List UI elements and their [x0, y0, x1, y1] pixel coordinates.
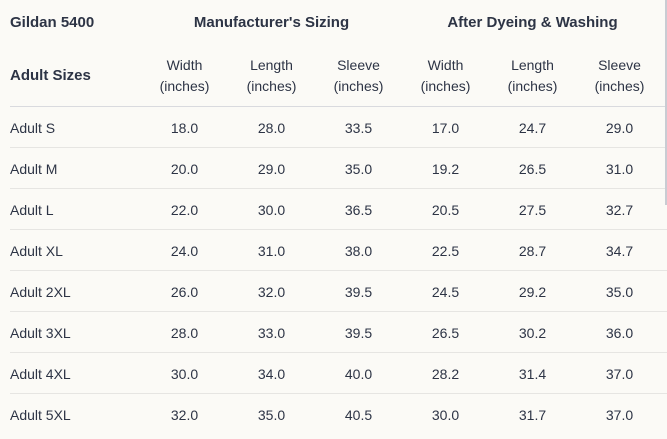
cell-value: 37.0	[605, 406, 634, 423]
cell-value: 32.0	[170, 406, 199, 423]
table-row: Adult M 20.0 29.0 35.0 19.2 26.5 31.0	[0, 148, 667, 189]
table-header: Gildan 5400 Manufacturer's Sizing After …	[0, 0, 667, 107]
column-header-line2: (inches)	[333, 77, 384, 94]
row-label: Adult S	[10, 119, 56, 136]
column-header-line1: Length	[250, 56, 293, 73]
row-label: Adult XL	[10, 242, 63, 259]
row-label: Adult 2XL	[10, 283, 71, 300]
table-row: Adult XL 24.0 31.0 38.0 22.5 28.7 34.7	[0, 230, 667, 271]
column-group-after-dyeing: After Dyeing & Washing	[447, 13, 618, 31]
cell-value: 29.0	[605, 119, 634, 136]
cell-value: 34.7	[605, 242, 634, 259]
row-label: Adult 4XL	[10, 365, 71, 382]
cell-value: 26.5	[431, 324, 460, 341]
table-row: Adult 5XL 32.0 35.0 40.5 30.0 31.7 37.0	[0, 394, 667, 435]
cell-value: 40.5	[344, 406, 373, 423]
cell-value: 27.5	[518, 201, 547, 218]
row-header-label: Adult Sizes	[10, 67, 91, 84]
cell-value: 38.0	[344, 242, 373, 259]
cell-value: 22.5	[431, 242, 460, 259]
cell-value: 35.0	[257, 406, 286, 423]
cell-value: 31.7	[518, 406, 547, 423]
cell-value: 30.0	[431, 406, 460, 423]
cell-value: 29.2	[518, 283, 547, 300]
cell-value: 32.0	[257, 283, 286, 300]
column-header-row: Adult Sizes Width (inches) Length (inche…	[0, 44, 667, 107]
column-header-line2: (inches)	[420, 77, 471, 94]
cell-value: 29.0	[257, 160, 286, 177]
cell-value: 39.5	[344, 283, 373, 300]
column-header-line1: Width	[166, 56, 203, 73]
table-row: Adult 2XL 26.0 32.0 39.5 24.5 29.2 35.0	[0, 271, 667, 312]
column-header-mfr-length: Length (inches)	[228, 55, 315, 97]
cell-value: 17.0	[431, 119, 460, 136]
cell-value: 31.0	[257, 242, 286, 259]
cell-value: 32.7	[605, 201, 634, 218]
cell-value: 40.0	[344, 365, 373, 382]
cell-value: 20.0	[170, 160, 199, 177]
group-header-row: Gildan 5400 Manufacturer's Sizing After …	[0, 0, 667, 44]
cell-value: 28.0	[257, 119, 286, 136]
column-header-line1: Length	[511, 56, 554, 73]
table-row: Adult 3XL 28.0 33.0 39.5 26.5 30.2 36.0	[0, 312, 667, 353]
column-header-line1: Width	[427, 56, 464, 73]
cell-value: 24.5	[431, 283, 460, 300]
cell-value: 18.0	[170, 119, 199, 136]
cell-value: 24.0	[170, 242, 199, 259]
cell-value: 20.5	[431, 201, 460, 218]
cell-value: 22.0	[170, 201, 199, 218]
cell-value: 36.5	[344, 201, 373, 218]
row-label: Adult 5XL	[10, 406, 71, 423]
cell-value: 28.0	[170, 324, 199, 341]
scrollbar-thumb[interactable]	[665, 0, 667, 205]
cell-value: 30.0	[170, 365, 199, 382]
cell-value: 24.7	[518, 119, 547, 136]
column-header-line1: Sleeve	[598, 56, 641, 73]
column-header-adw-sleeve: Sleeve (inches)	[576, 55, 663, 97]
cell-value: 26.0	[170, 283, 199, 300]
cell-value: 39.5	[344, 324, 373, 341]
cell-value: 26.5	[518, 160, 547, 177]
row-label: Adult M	[10, 160, 58, 177]
cell-value: 30.2	[518, 324, 547, 341]
cell-value: 36.0	[605, 324, 634, 341]
column-header-adw-width: Width (inches)	[402, 55, 489, 97]
cell-value: 30.0	[257, 201, 286, 218]
column-header-line2: (inches)	[507, 77, 558, 94]
column-header-adw-length: Length (inches)	[489, 55, 576, 97]
cell-value: 31.4	[518, 365, 547, 382]
table-row: Adult S 18.0 28.0 33.5 17.0 24.7 29.0	[0, 107, 667, 148]
cell-value: 37.0	[605, 365, 634, 382]
cell-value: 34.0	[257, 365, 286, 382]
product-title: Gildan 5400	[10, 13, 95, 31]
column-header-line2: (inches)	[246, 77, 297, 94]
cell-value: 31.0	[605, 160, 634, 177]
table-row: Adult L 22.0 30.0 36.5 20.5 27.5 32.7	[0, 189, 667, 230]
table-row: Adult 4XL 30.0 34.0 40.0 28.2 31.4 37.0	[0, 353, 667, 394]
cell-value: 35.0	[344, 160, 373, 177]
row-label: Adult L	[10, 201, 54, 218]
column-header-line1: Sleeve	[337, 56, 380, 73]
cell-value: 28.7	[518, 242, 547, 259]
column-header-mfr-sleeve: Sleeve (inches)	[315, 55, 402, 97]
column-header-line2: (inches)	[159, 77, 210, 94]
cell-value: 33.5	[344, 119, 373, 136]
column-header-line2: (inches)	[594, 77, 645, 94]
cell-value: 28.2	[431, 365, 460, 382]
column-header-mfr-width: Width (inches)	[141, 55, 228, 97]
column-group-manufacturer: Manufacturer's Sizing	[193, 13, 350, 31]
table-body: Adult S 18.0 28.0 33.5 17.0 24.7 29.0 Ad…	[0, 107, 667, 435]
cell-value: 19.2	[431, 160, 460, 177]
cell-value: 35.0	[605, 283, 634, 300]
row-label: Adult 3XL	[10, 324, 71, 341]
cell-value: 33.0	[257, 324, 286, 341]
